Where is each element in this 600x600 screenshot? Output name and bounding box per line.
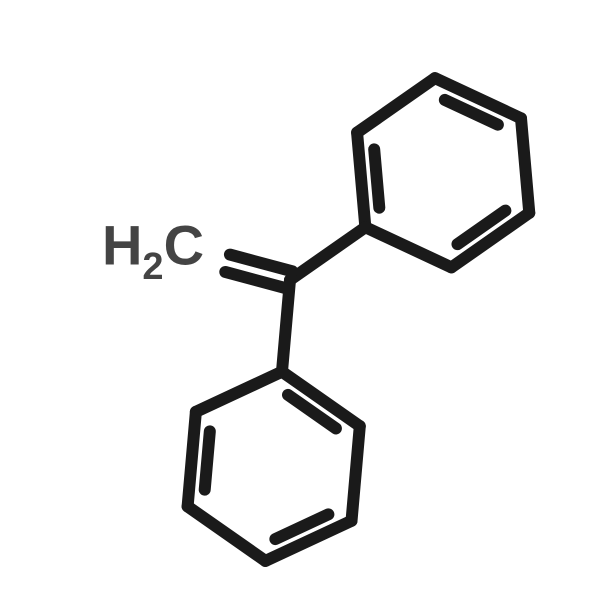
ch2-label: H2C: [102, 214, 204, 289]
molecule-diagram: H2C: [0, 0, 600, 600]
